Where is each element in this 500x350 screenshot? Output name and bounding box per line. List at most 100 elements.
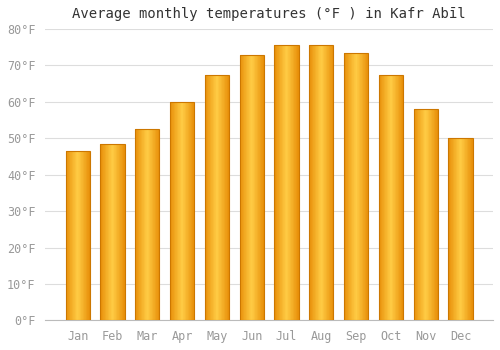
Bar xyxy=(224,75,225,320)
Bar xyxy=(68,151,69,320)
Bar xyxy=(386,75,388,320)
Bar xyxy=(81,151,82,320)
Bar xyxy=(450,138,451,320)
Bar xyxy=(295,46,296,320)
Bar xyxy=(322,46,323,320)
Bar xyxy=(320,46,322,320)
Bar xyxy=(158,129,159,320)
Bar xyxy=(192,102,193,320)
Bar xyxy=(399,75,400,320)
Bar xyxy=(465,138,466,320)
Bar xyxy=(77,151,78,320)
Bar xyxy=(275,46,276,320)
Bar xyxy=(102,144,103,320)
Bar xyxy=(176,102,177,320)
Bar xyxy=(254,55,255,320)
Bar xyxy=(86,151,87,320)
Bar xyxy=(216,75,217,320)
Bar xyxy=(297,46,298,320)
Bar xyxy=(326,46,327,320)
Bar xyxy=(191,102,192,320)
Bar xyxy=(178,102,179,320)
Bar xyxy=(310,46,311,320)
Bar xyxy=(328,46,329,320)
Bar xyxy=(460,138,461,320)
Bar xyxy=(80,151,81,320)
Bar xyxy=(367,53,368,320)
Bar xyxy=(378,75,403,320)
Bar xyxy=(430,109,431,320)
Bar xyxy=(104,144,105,320)
Bar xyxy=(428,109,429,320)
Bar xyxy=(388,75,389,320)
Bar xyxy=(312,46,313,320)
Bar xyxy=(289,46,290,320)
Bar xyxy=(204,75,206,320)
Bar xyxy=(309,46,310,320)
Bar xyxy=(292,46,293,320)
Bar xyxy=(417,109,418,320)
Bar xyxy=(461,138,462,320)
Bar xyxy=(253,55,254,320)
Bar xyxy=(317,46,318,320)
Bar xyxy=(309,46,334,320)
Bar xyxy=(398,75,399,320)
Bar xyxy=(118,144,119,320)
Bar xyxy=(274,46,275,320)
Bar xyxy=(173,102,174,320)
Bar xyxy=(348,53,349,320)
Bar xyxy=(141,129,142,320)
Bar xyxy=(396,75,397,320)
Bar xyxy=(255,55,256,320)
Bar xyxy=(187,102,188,320)
Bar xyxy=(119,144,120,320)
Bar xyxy=(432,109,433,320)
Bar xyxy=(421,109,422,320)
Bar xyxy=(139,129,140,320)
Bar xyxy=(425,109,426,320)
Bar xyxy=(170,102,194,320)
Bar xyxy=(453,138,454,320)
Bar xyxy=(262,55,264,320)
Bar xyxy=(452,138,453,320)
Bar xyxy=(422,109,424,320)
Bar xyxy=(184,102,185,320)
Bar xyxy=(330,46,331,320)
Bar xyxy=(71,151,72,320)
Bar xyxy=(293,46,294,320)
Bar xyxy=(433,109,434,320)
Bar xyxy=(467,138,468,320)
Bar xyxy=(208,75,209,320)
Bar xyxy=(154,129,155,320)
Bar xyxy=(78,151,79,320)
Bar xyxy=(240,55,242,320)
Bar xyxy=(109,144,110,320)
Bar xyxy=(123,144,124,320)
Bar xyxy=(361,53,362,320)
Bar xyxy=(72,151,73,320)
Bar xyxy=(286,46,287,320)
Bar xyxy=(287,46,288,320)
Bar xyxy=(352,53,353,320)
Bar xyxy=(240,55,264,320)
Bar xyxy=(397,75,398,320)
Bar xyxy=(103,144,104,320)
Bar xyxy=(107,144,108,320)
Bar xyxy=(278,46,279,320)
Bar xyxy=(217,75,218,320)
Bar xyxy=(174,102,175,320)
Bar xyxy=(274,46,298,320)
Bar xyxy=(458,138,460,320)
Bar xyxy=(391,75,392,320)
Bar xyxy=(392,75,394,320)
Bar xyxy=(186,102,187,320)
Bar xyxy=(471,138,472,320)
Bar xyxy=(424,109,425,320)
Bar xyxy=(189,102,190,320)
Bar xyxy=(290,46,291,320)
Bar xyxy=(455,138,456,320)
Bar xyxy=(108,144,109,320)
Bar xyxy=(414,109,438,320)
Bar xyxy=(106,144,107,320)
Bar xyxy=(88,151,90,320)
